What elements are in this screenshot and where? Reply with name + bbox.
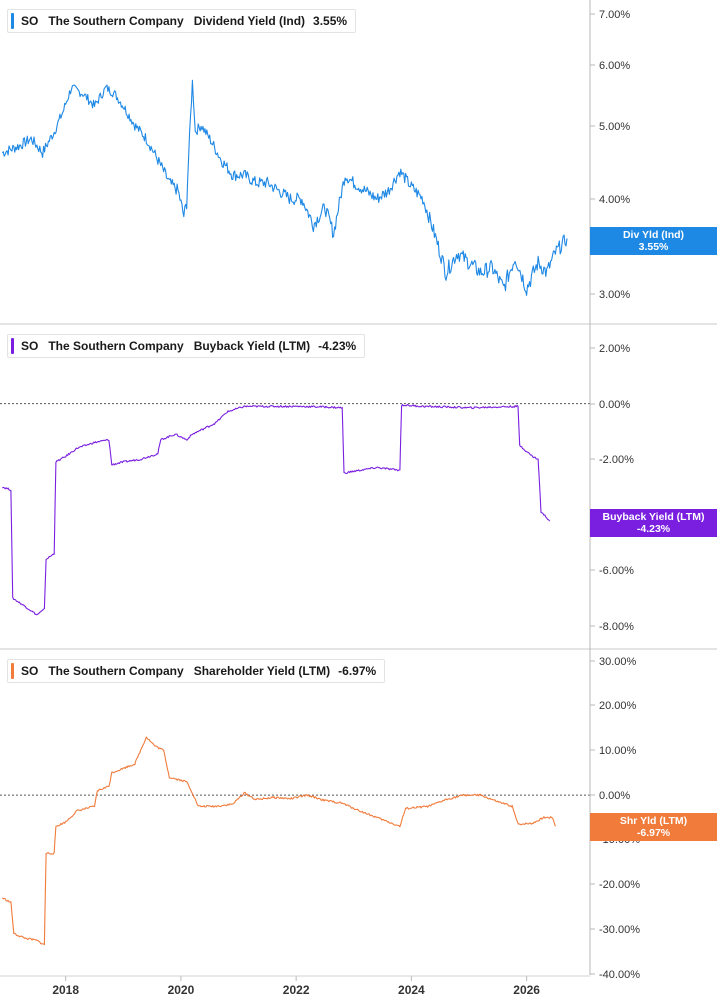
- y-tick-label: -2.00%: [599, 454, 634, 466]
- y-tick-label: 4.00%: [599, 194, 630, 206]
- buyback-yield-value-tag: Buyback Yield (LTM) -4.23%: [590, 509, 717, 537]
- tag-label: Div Yld (Ind): [622, 229, 685, 241]
- shareholder-yield-header[interactable]: SO The Southern Company Shareholder Yiel…: [7, 659, 386, 683]
- tag-label: Shr Yld (LTM): [619, 815, 688, 827]
- company-name: The Southern Company: [48, 14, 184, 28]
- y-tick-label: -6.00%: [599, 565, 634, 577]
- y-tick-label: 2.00%: [599, 343, 630, 355]
- series-line: [1, 79, 568, 296]
- series-line: [2, 403, 551, 616]
- y-tick-label: 30.00%: [599, 656, 637, 668]
- dividend-yield-panel: 7.00% 6.00% 5.00% 4.00% 3.00%: [0, 9, 717, 325]
- y-tick-label: 20.00%: [599, 700, 637, 712]
- buyback-yield-panel: 2.00% 0.00% -2.00% -6.00% -8.00%: [0, 343, 717, 650]
- metric-value: -6.97%: [338, 664, 377, 678]
- metric-value: -4.23%: [318, 339, 357, 353]
- ticker-symbol: SO: [21, 664, 39, 678]
- dividend-yield-value-tag: Div Yld (Ind) 3.55%: [590, 227, 717, 255]
- y-tick-label: 10.00%: [599, 745, 637, 757]
- series-line: [1, 736, 556, 946]
- metric-value: 3.55%: [313, 14, 348, 28]
- y-tick-label: 0.00%: [599, 399, 630, 411]
- x-tick-label: 2024: [398, 983, 425, 997]
- series-color-swatch: [11, 663, 14, 679]
- y-tick-label: 3.00%: [599, 289, 630, 301]
- y-tick-label: -8.00%: [599, 621, 634, 633]
- company-name: The Southern Company: [48, 339, 184, 353]
- series-color-swatch: [11, 338, 14, 354]
- metric-name: Buyback Yield (LTM): [193, 339, 311, 353]
- tag-value: 3.55%: [638, 241, 669, 253]
- y-tick-label: -40.00%: [599, 969, 640, 981]
- tag-value: -4.23%: [636, 523, 671, 535]
- shareholder-yield-panel: 30.00%20.00%10.00%0.00%-10.00%-20.00%-30…: [0, 656, 640, 981]
- metric-name: Shareholder Yield (LTM): [193, 664, 331, 678]
- x-tick-label: 2018: [52, 983, 79, 997]
- dividend-yield-header[interactable]: SO The Southern Company Dividend Yield (…: [7, 9, 357, 33]
- y-tick-label: 0.00%: [599, 790, 630, 802]
- y-tick-label: -30.00%: [599, 924, 640, 936]
- company-name: The Southern Company: [48, 664, 184, 678]
- tag-value: -6.97%: [636, 827, 671, 839]
- buyback-yield-header[interactable]: SO The Southern Company Buyback Yield (L…: [7, 334, 366, 358]
- x-tick-label: 2026: [513, 983, 540, 997]
- y-tick-label: 7.00%: [599, 9, 630, 21]
- series-color-swatch: [11, 13, 14, 29]
- y-tick-label: 6.00%: [599, 60, 630, 72]
- ticker-symbol: SO: [21, 14, 39, 28]
- x-axis: 2018 2020 2022 2024 2026: [0, 975, 590, 997]
- shareholder-yield-value-tag: Shr Yld (LTM) -6.97%: [590, 813, 717, 841]
- metric-name: Dividend Yield (Ind): [193, 14, 306, 28]
- y-tick-label: -20.00%: [599, 879, 640, 891]
- x-tick-label: 2022: [283, 983, 310, 997]
- ticker-symbol: SO: [21, 339, 39, 353]
- x-tick-label: 2020: [168, 983, 195, 997]
- y-tick-label: 5.00%: [599, 121, 630, 133]
- tag-label: Buyback Yield (LTM): [602, 511, 705, 523]
